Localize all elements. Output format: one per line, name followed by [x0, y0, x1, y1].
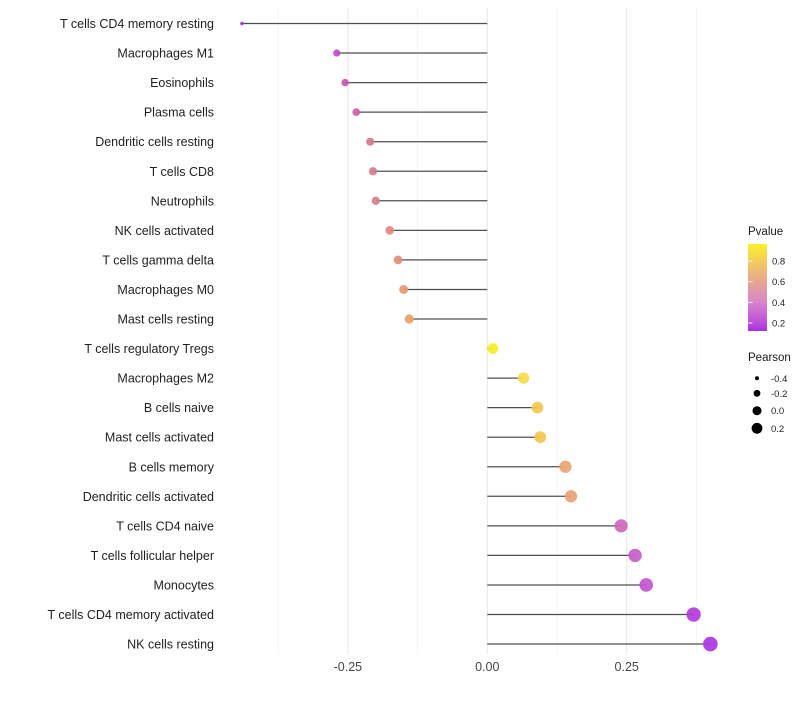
lollipop-dot: [564, 490, 578, 503]
pvalue-tick-label: 0.6: [772, 277, 785, 288]
category-label: Plasma cells: [144, 106, 214, 120]
pvalue-colorbar: [748, 244, 767, 331]
x-tick-label: -0.25: [334, 660, 363, 674]
lollipop-dot: [703, 636, 718, 652]
lollipop-dot: [399, 284, 409, 294]
category-label: NK cells activated: [115, 224, 214, 238]
pearson-legend-dot: [753, 389, 761, 397]
x-tick-label: 0.00: [475, 660, 499, 674]
pearson-legend-dot: [755, 376, 759, 381]
lollipop-dot: [628, 548, 642, 563]
category-label: Eosinophils: [150, 76, 214, 90]
category-label: T cells gamma delta: [102, 253, 214, 267]
x-tick-label: 0.25: [615, 660, 639, 674]
pvalue-legend-title: Pvalue: [748, 226, 783, 238]
lollipop-dot: [366, 137, 375, 146]
category-label: T cells regulatory Tregs: [84, 342, 214, 356]
lollipop-dot: [368, 167, 378, 176]
category-label: Mast cells activated: [105, 431, 214, 445]
category-label: NK cells resting: [127, 638, 214, 652]
pearson-legend-label: -0.4: [771, 374, 787, 385]
category-label: B cells memory: [129, 460, 215, 474]
lollipop-dot: [686, 607, 701, 622]
pearson-legend-dot: [751, 422, 763, 434]
category-label: Mast cells resting: [117, 313, 214, 327]
pearson-legend-label: 0.2: [771, 424, 784, 435]
category-label: Dendritic cells resting: [95, 135, 214, 149]
category-label: Macrophages M0: [117, 283, 214, 297]
lollipop-dot: [639, 578, 654, 592]
pearson-legend-dot: [752, 406, 762, 416]
lollipop-dot: [385, 226, 395, 235]
category-label: T cells CD4 memory resting: [60, 17, 214, 31]
category-label: Macrophages M1: [117, 47, 214, 61]
lollipop-dot: [393, 255, 403, 265]
lollipop-dot: [487, 343, 499, 355]
pvalue-tick-label: 0.8: [772, 257, 785, 268]
category-label: Neutrophils: [151, 194, 214, 208]
lollipop-dot: [333, 49, 341, 57]
lollipop-dot: [614, 519, 628, 533]
category-label: Monocytes: [154, 578, 214, 592]
lollipop-dot: [352, 108, 361, 117]
lollipop-dot: [240, 21, 244, 26]
lollipop-dot: [559, 460, 572, 473]
pearson-legend-label: -0.2: [771, 389, 787, 400]
lollipop-dot: [517, 372, 530, 384]
category-label: T cells CD4 naive: [116, 519, 214, 533]
lollipop-dot: [534, 431, 547, 444]
category-label: Dendritic cells activated: [83, 490, 214, 504]
lollipop-dot: [341, 78, 349, 87]
pvalue-tick-label: 0.4: [772, 298, 785, 309]
lollipop-dot: [404, 314, 414, 324]
pearson-legend-label: 0.0: [771, 406, 784, 417]
category-label: B cells naive: [144, 401, 214, 415]
category-label: T cells follicular helper: [91, 549, 214, 563]
category-label: Macrophages M2: [117, 372, 214, 386]
lollipop-dot: [531, 401, 544, 414]
category-label: T cells CD4 memory activated: [48, 608, 215, 622]
pvalue-tick-label: 0.2: [772, 319, 785, 330]
pearson-legend-title: Pearson: [748, 352, 791, 364]
lollipop-dot: [371, 196, 380, 205]
category-label: T cells CD8: [150, 165, 214, 179]
